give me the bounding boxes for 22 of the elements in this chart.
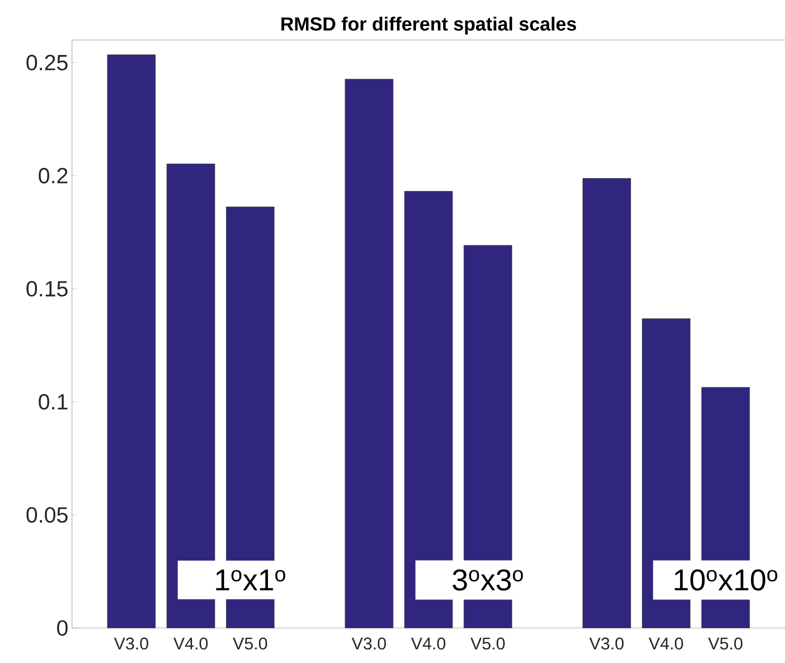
- annotation: 1$^{o}$x1$^{o}$: [216, 570, 286, 590]
- annotation: 3$^{o}$x3$^{o}$: [452, 569, 523, 591]
- x-tick-label: V3.0: [589, 638, 624, 650]
- y-tick-label: 0.1: [38, 394, 68, 410]
- x-tick-label: V5.0: [232, 638, 268, 650]
- y-tick-label: 0: [57, 620, 68, 636]
- y-tick-label: 0.05: [26, 507, 68, 523]
- x-tick-label: V3.0: [352, 638, 386, 650]
- y-tick-label: 0.2: [38, 168, 68, 184]
- y-tick-label: 0.25: [26, 54, 68, 70]
- x-tick-label: V4.0: [648, 638, 683, 650]
- bar: [344, 78, 394, 628]
- x-tick-label: V3.0: [114, 638, 148, 650]
- bar: [107, 54, 156, 628]
- y-tick-label: 0.15: [26, 280, 68, 297]
- annotation: 10$^{o}$x10$^{o}$: [674, 569, 778, 591]
- chart-title: RMSD for different spatial scales: [281, 16, 576, 34]
- bar: [582, 178, 631, 628]
- x-tick-label: V4.0: [411, 638, 446, 650]
- x-tick-label: V5.0: [708, 638, 742, 650]
- x-tick-label: V4.0: [173, 638, 208, 650]
- x-tick-label: V5.0: [470, 638, 505, 650]
